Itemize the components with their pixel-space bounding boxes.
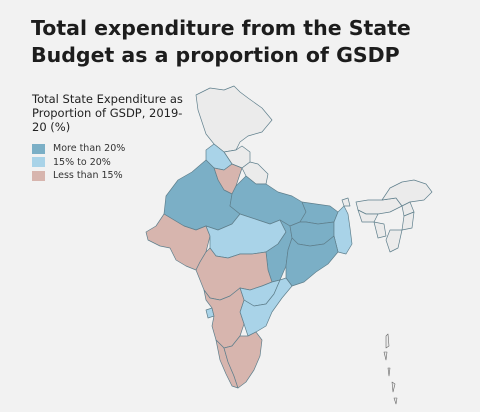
- region-odisha: [285, 235, 339, 287]
- legend: More than 20% 15% to 20% Less than 15%: [32, 142, 125, 183]
- region-sikkim: [341, 197, 351, 207]
- region-manipur: [401, 211, 415, 231]
- region-meghalaya: [357, 209, 379, 223]
- legend-item-less-than-15: Less than 15%: [32, 169, 125, 182]
- legend-label: More than 20%: [53, 143, 126, 154]
- legend-swatch: [32, 143, 45, 154]
- legend-item-15-to-20: 15% to 20%: [32, 156, 125, 169]
- legend-label: 15% to 20%: [53, 156, 111, 168]
- region-arunachal-pradesh: [381, 179, 433, 207]
- map-title: Total expenditure from the State Budget …: [31, 16, 411, 67]
- region-tripura: [373, 221, 387, 239]
- region-tamil-nadu: [223, 331, 263, 389]
- region-bihar: [299, 201, 339, 225]
- legend-item-more-than-20: More than 20%: [32, 142, 125, 155]
- legend-swatch: [32, 157, 45, 167]
- region-andaman-nicobar: [383, 333, 398, 405]
- legend-swatch: [32, 170, 45, 181]
- region-mizoram: [385, 229, 403, 253]
- region-jammu-kashmir: [195, 85, 273, 153]
- legend-title: Total State Expenditure as Proportion of…: [32, 92, 183, 134]
- region-assam: [355, 197, 403, 215]
- legend-label: Less than 15%: [53, 170, 123, 181]
